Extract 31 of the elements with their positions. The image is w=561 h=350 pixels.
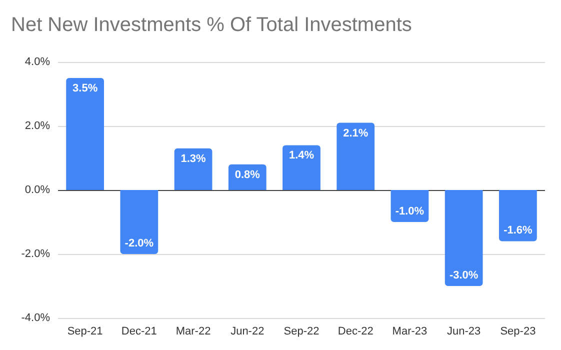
x-tick-label: Sep-22 (284, 326, 320, 338)
bar (444, 190, 483, 286)
y-tick-label: 2.0% (24, 120, 50, 132)
data-label: 3.5% (72, 82, 98, 94)
bar (499, 190, 537, 242)
x-tick-label: Jun-22 (230, 326, 264, 338)
data-label: -3.0% (449, 270, 478, 282)
y-tick-label: 4.0% (24, 56, 50, 68)
x-tick-label: Mar-22 (176, 326, 211, 338)
y-tick-label: 0.0% (24, 184, 50, 196)
data-label: -1.6% (504, 224, 533, 237)
bar (120, 190, 158, 254)
data-label: 2.1% (343, 127, 368, 140)
x-tick-label: Dec-21 (121, 326, 157, 338)
x-tick-label: Jun-23 (447, 326, 481, 338)
x-tick-label: Sep-23 (500, 326, 536, 338)
data-label: -2.0% (124, 238, 154, 250)
x-tick-label: Mar-23 (392, 326, 428, 338)
y-tick-label: -2.0% (21, 248, 50, 260)
data-label: 0.8% (234, 168, 260, 181)
data-label: -1.0% (395, 206, 424, 218)
bar (66, 78, 104, 190)
x-tick-label: Dec-22 (338, 326, 374, 338)
chart-title: Net New Investments % Of Total Investments (11, 14, 412, 36)
x-tick-label: Sep-21 (67, 326, 103, 338)
bar (174, 148, 212, 190)
bar (282, 145, 320, 190)
data-label: 1.4% (288, 150, 314, 162)
bar (336, 122, 375, 190)
y-tick-label: -4.0% (21, 312, 50, 324)
data-label: 1.3% (180, 152, 206, 165)
